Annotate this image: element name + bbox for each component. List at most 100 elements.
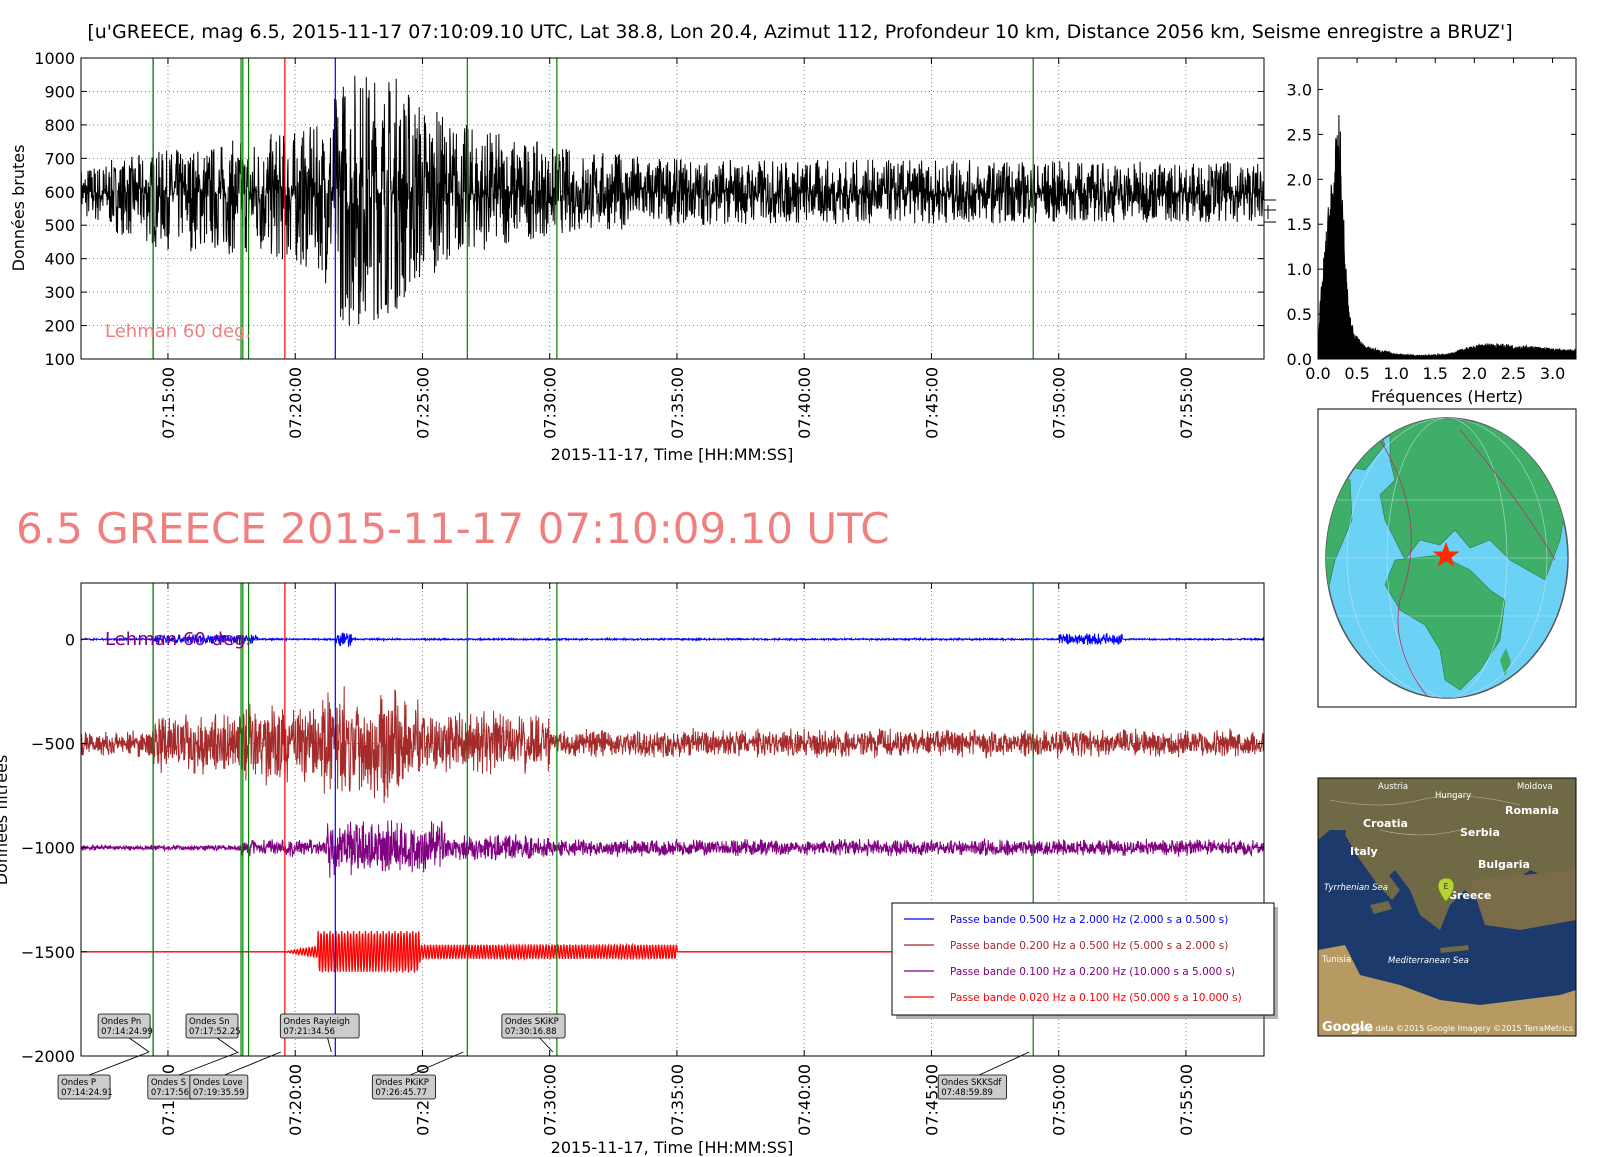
- sat-marker-letter: E: [1443, 882, 1448, 891]
- raw-ytick-label: 900: [44, 82, 75, 101]
- spectrum-xtick-label: 2.5: [1501, 364, 1526, 383]
- sat-map-label: Bulgaria: [1478, 858, 1530, 871]
- phase-label-name: Ondes SKKSdf: [941, 1078, 1002, 1088]
- phase-label-arrow: [224, 1051, 282, 1076]
- filtered-y-ticks: 0 −500 −1000 −1500 −2000: [21, 630, 1264, 1066]
- phase-label-name: Ondes SKiKP: [505, 1017, 559, 1027]
- raw-xtick-label: 07:45:00: [922, 367, 941, 439]
- filtered-ylabel: Données filtrées: [0, 755, 11, 886]
- sat-map-label: Romania: [1505, 804, 1559, 817]
- globe-map: [1317, 408, 1577, 708]
- raw-ytick-label: 300: [44, 283, 75, 302]
- sat-map-label: Tunisia: [1321, 955, 1351, 965]
- sat-map-label: Italy: [1350, 845, 1378, 858]
- filtered-xtick-label: 07:40:00: [795, 1064, 814, 1136]
- spectrum-xtick-label: 3.0: [1540, 364, 1565, 383]
- raw-ytick-label: 1000: [34, 49, 75, 68]
- legend-label: Passe bande 0.100 Hz a 0.200 Hz (10.000 …: [950, 966, 1235, 978]
- sat-land-anatolia: [1470, 870, 1576, 930]
- epicenter-star-icon: [1432, 542, 1460, 567]
- raw-axes-frame: [80, 57, 1265, 360]
- raw-xtick-label: 07:30:00: [541, 367, 560, 439]
- sat-map-label: Moldova: [1517, 782, 1553, 792]
- filtered-xtick-label: 07:35:00: [668, 1064, 687, 1136]
- legend-label: Passe bande 0.500 Hz a 2.000 Hz (2.000 s…: [950, 914, 1228, 926]
- phase-label-arrow: [178, 1051, 239, 1076]
- filtered-ytick-label: −1000: [21, 839, 75, 858]
- spectrum-ytick-label: 1.5: [1287, 215, 1312, 234]
- phase-label-rect: [189, 1074, 249, 1100]
- filtered-xtick-label: 07:55:00: [1177, 1064, 1196, 1136]
- spectrum-xlabel: Fréquences (Hertz): [1371, 387, 1523, 406]
- sat-land-africa: [1318, 945, 1576, 1036]
- phase-label-time: 07:17:56.52: [151, 1088, 203, 1098]
- raw-xtick-label: 07:55:00: [1177, 367, 1196, 439]
- raw-ytick-label: 100: [44, 350, 75, 369]
- phase-label-arrow: [216, 1037, 238, 1053]
- spectrum-xtick-label: 1.0: [1383, 364, 1408, 383]
- raw-xtick-label: 07:35:00: [668, 367, 687, 439]
- event-big-title: 6.5 GREECE 2015-11-17 07:10:09.10 UTC: [16, 504, 890, 553]
- phase-label-time: 07:17:52.25: [189, 1027, 241, 1037]
- phase-label-name: Ondes Love: [193, 1078, 243, 1088]
- phase-label-rect: [501, 1013, 566, 1039]
- raw-ytick-label: 700: [44, 149, 75, 168]
- filtered-ytick-label: −1500: [21, 943, 75, 962]
- filtered-xtick-label: 07:30:00: [541, 1064, 560, 1136]
- phase-label-name: Ondes S: [151, 1078, 186, 1088]
- phase-label-arrow: [539, 1037, 554, 1053]
- filtered-xtick-label: 07:50:00: [1050, 1064, 1069, 1136]
- spectrum-ytick-label: 1.0: [1287, 260, 1312, 279]
- filtered-ytick-label: −2000: [21, 1047, 75, 1066]
- phase-label-name: Ondes Sn: [189, 1017, 230, 1027]
- raw-xtick-label: 07:15:00: [159, 367, 178, 439]
- phase-label-box: Ondes P07:14:24.91: [57, 1051, 150, 1100]
- figure-title: [u'GREECE, mag 6.5, 2015-11-17 07:10:09.…: [87, 21, 1512, 43]
- spectrum-ytick-label: 3.0: [1287, 80, 1312, 99]
- raw-ytick-label: 600: [44, 183, 75, 202]
- filtered-panel: 0−500−1000−1500−2000 07:15:00 07:20:00 07:…: [0, 582, 1278, 1157]
- phase-label-arrow: [129, 1037, 150, 1053]
- spectrum-xtick-label: 1.5: [1423, 364, 1448, 383]
- spectrum-ytick-label: 2.5: [1287, 125, 1312, 144]
- filtered-series-line-1: [81, 632, 1264, 648]
- spectrum-ytick-label: 2.0: [1287, 170, 1312, 189]
- sat-map-label: Hungary: [1435, 791, 1471, 801]
- raw-xtick-label: 07:40:00: [795, 367, 814, 439]
- raw-xlabel: 2015-11-17, Time [HH:MM:SS]: [551, 445, 794, 464]
- raw-signal-line: [81, 75, 1264, 326]
- phase-label-time: 07:14:24.99: [101, 1027, 153, 1037]
- sat-attribution: Map data ©2015 Google Imagery ©2015 Terr…: [1356, 1024, 1573, 1033]
- phase-label-time: 07:48:59.89: [941, 1088, 993, 1098]
- spectrum-x-ticks: 0.0 0.5 1.0 1.5 2.0 2.5 3.0: [1305, 58, 1565, 383]
- phase-label-name: Ondes Rayleigh: [283, 1017, 350, 1027]
- phase-label-arrow: [327, 1037, 332, 1053]
- filtered-ytick-label: −500: [31, 734, 75, 753]
- spectrum-axes-frame: [1317, 57, 1577, 360]
- raw-ytick-label: 800: [44, 116, 75, 135]
- phase-label-rect: [185, 1013, 239, 1039]
- phase-label-time: 07:26:45.77: [375, 1088, 427, 1098]
- raw-x-ticks: 07:15:00 07:20:00 07:25:00 07:30:00 07:35:00…: [159, 58, 1196, 439]
- filtered-lehman-annotation: Lehman 60 deg.: [105, 629, 251, 650]
- filtered-gridlines: [81, 583, 1264, 1057]
- spectrum-panel: 0.0 0.5 1.0 1.5 2.0 2.5 3.0 0.0 0.5 1.0 1.5 2.0 2.5…: [1287, 57, 1577, 406]
- sat-google-logo: Google: [1322, 1020, 1373, 1035]
- raw-ylabel: Données brutes: [9, 145, 28, 272]
- satellite-map: Austria Hungary Moldova Croatia Romania Serbi…: [1317, 777, 1577, 1037]
- phase-label-time: 07:19:35.59: [193, 1088, 245, 1098]
- spectrum-ytick-label: 0.5: [1287, 305, 1312, 324]
- phase-label-rect: [937, 1074, 1008, 1100]
- filtered-xtick-label: 07:45:00: [922, 1064, 941, 1136]
- raw-ytick-label: 400: [44, 250, 75, 269]
- raw-ytick-label: 200: [44, 317, 75, 336]
- filtered-series-line-3: [81, 820, 1264, 878]
- phase-label-name: Ondes Pn: [101, 1017, 141, 1027]
- spectrum-xtick-label: 0.0: [1305, 364, 1330, 383]
- raw-ytick-label: 500: [44, 216, 75, 235]
- spectrum-ytick-label: 0.0: [1287, 350, 1312, 369]
- raw-y-ticks: 100 200 300 400 500 600 700 800 900 1000: [34, 49, 1264, 369]
